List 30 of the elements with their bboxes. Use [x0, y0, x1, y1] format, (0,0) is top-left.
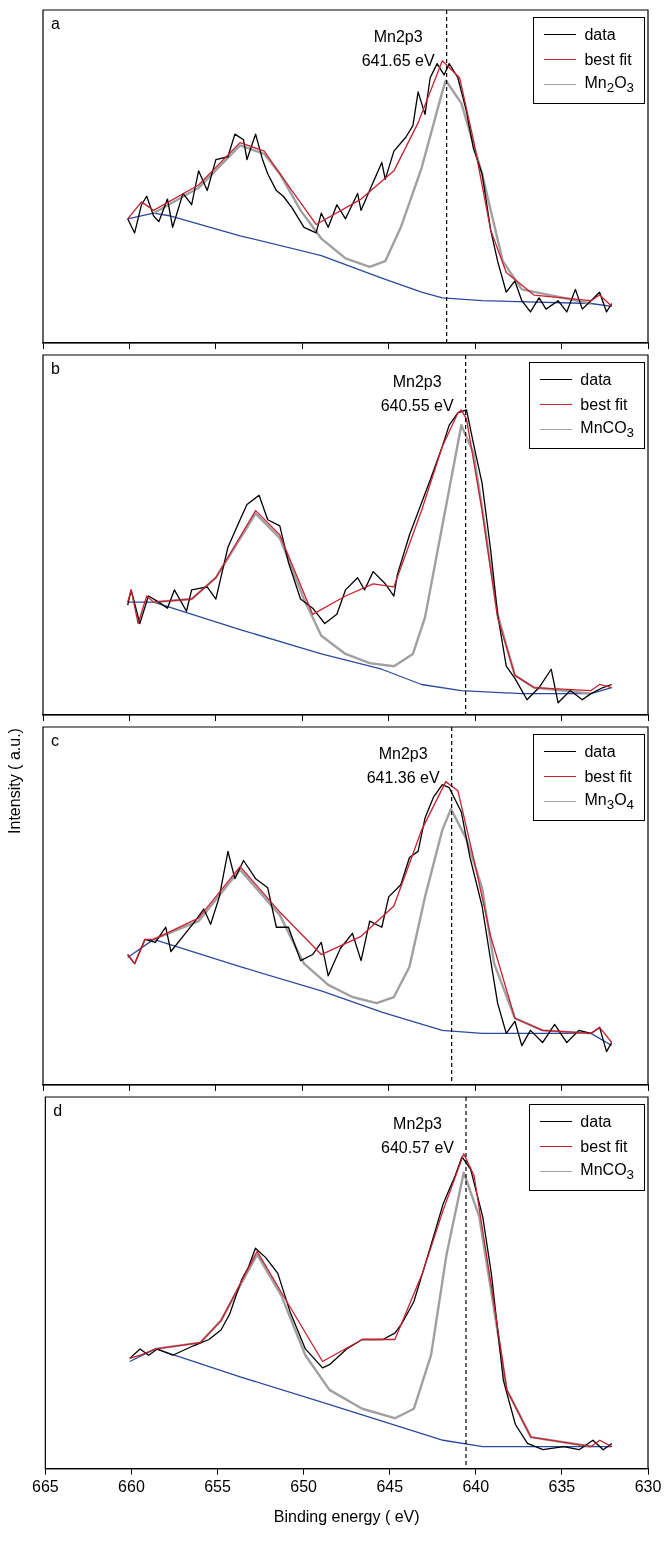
x-axis-title: Binding energy ( eV): [273, 1507, 420, 1525]
legend-label: Mn$_{3}$O$_{4}$: [584, 790, 634, 813]
ref-line-label: Mn2p3 641.36 eV: [366, 745, 440, 786]
x-tick-label: 630: [634, 1477, 662, 1495]
y-axis-title: Intensity ( a.u.): [6, 728, 24, 834]
ref-line-label: Mn2p3 640.57 eV: [381, 1115, 455, 1156]
legend-label: best fit: [584, 767, 632, 786]
legend-label: MnCO$_{3}$: [580, 418, 634, 441]
legend-label: data: [584, 742, 616, 761]
legend-label: best fit: [584, 50, 632, 69]
chart-title: d: [53, 1102, 63, 1120]
legend-label: best fit: [580, 1137, 628, 1156]
chart-title: c: [51, 732, 59, 750]
x-tick-label: 645: [376, 1477, 404, 1495]
x-tick-label: 655: [204, 1477, 231, 1495]
legend-label: data: [584, 25, 616, 44]
x-tick-label: 640: [462, 1477, 490, 1495]
x-tick-label: 635: [548, 1477, 576, 1495]
chart-title: a: [51, 15, 60, 33]
x-tick-label: 665: [32, 1477, 59, 1495]
chart-title: b: [51, 360, 60, 378]
legend-label: MnCO$_{3}$: [580, 1160, 634, 1183]
legend-label: best fit: [580, 395, 628, 414]
x-tick-label: 660: [118, 1477, 145, 1495]
ref-line-label: Mn2p3 641.65 eV: [361, 28, 435, 69]
legend-label: data: [580, 370, 612, 389]
legend-label: Mn$_{2}$O$_{3}$: [584, 73, 634, 96]
ref-line-label: Mn2p3 640.55 eV: [380, 373, 454, 414]
legend-label: data: [580, 1112, 612, 1131]
x-tick-label: 650: [290, 1477, 318, 1495]
